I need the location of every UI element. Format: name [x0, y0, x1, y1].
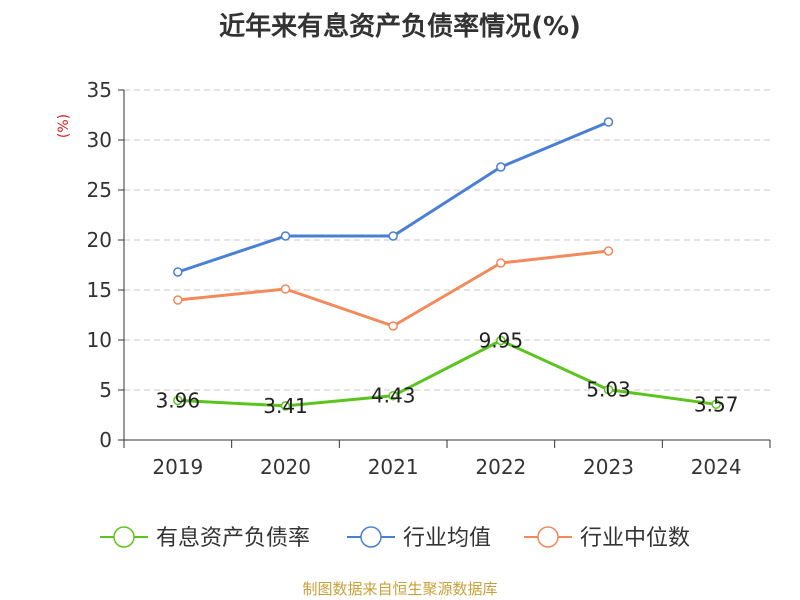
y-tick-label: 20 — [87, 228, 112, 252]
data-label: 4.43 — [371, 384, 416, 408]
series-line-1 — [177, 120, 610, 274]
data-label: 5.03 — [586, 378, 631, 402]
x-tick-label: 2022 — [475, 455, 526, 479]
x-tick-label: 2019 — [152, 455, 203, 479]
y-tick-label: 10 — [87, 328, 112, 352]
axes: 0 5 10 15 20 25 30 35 2019 2020 2021 2022 2023 2024 — [87, 78, 771, 479]
legend-marker — [360, 526, 382, 548]
data-point — [496, 258, 506, 268]
data-point — [280, 231, 291, 241]
grid-lines — [124, 89, 770, 391]
data-point — [173, 395, 183, 406]
data-label: 3.57 — [694, 392, 739, 416]
data-point — [603, 246, 614, 256]
data-point — [603, 384, 614, 395]
data-label: 9.95 — [479, 329, 524, 353]
y-tick-label: 5 — [99, 378, 112, 402]
legend-item-1[interactable]: 行业均值 — [347, 526, 491, 551]
data-point — [173, 295, 183, 305]
data-point — [496, 162, 506, 172]
chart-title: 近年来有息资产负债率情况(%) — [219, 12, 581, 42]
source-note: 制图数据来自恒生聚源数据库 — [302, 580, 498, 598]
legend[interactable]: 有息资产负债率 行业均值 行业中位数 — [100, 526, 690, 551]
data-point — [496, 335, 506, 346]
legend-item-2[interactable]: 行业中位数 — [524, 526, 690, 551]
legend-marker — [537, 526, 559, 548]
data-point — [388, 321, 398, 331]
legend-label: 行业均值 — [403, 526, 491, 551]
series-line-2 — [177, 249, 609, 328]
y-axis-label: (%) — [56, 114, 72, 138]
y-tick-label: 35 — [87, 78, 112, 102]
data-point — [280, 284, 291, 294]
data-point — [388, 390, 398, 401]
legend-item-0[interactable]: 有息资产负债率 — [100, 526, 310, 551]
x-tick-label: 2023 — [583, 455, 634, 479]
y-tick-label: 30 — [87, 128, 112, 152]
data-point — [280, 401, 291, 411]
x-tick-label: 2020 — [260, 455, 311, 479]
x-tick-label: 2021 — [368, 455, 419, 479]
series-line-0 — [177, 339, 717, 408]
legend-label: 有息资产负债率 — [156, 526, 310, 551]
legend-marker — [113, 526, 135, 548]
data-label: 3.96 — [156, 388, 201, 412]
x-tick-label: 2024 — [691, 455, 742, 479]
data-labels: 3.96 3.41 4.43 9.95 5.03 3.57 — [156, 329, 739, 418]
data-point — [388, 231, 398, 241]
y-tick-label: 25 — [87, 178, 112, 202]
y-tick-label: 0 — [99, 428, 112, 452]
y-tick-label: 15 — [87, 278, 112, 302]
series-lines — [173, 117, 721, 411]
data-point — [603, 117, 614, 127]
data-point — [711, 399, 721, 410]
data-point — [173, 267, 183, 277]
legend-label: 行业中位数 — [580, 526, 690, 551]
data-label: 3.41 — [263, 394, 308, 418]
